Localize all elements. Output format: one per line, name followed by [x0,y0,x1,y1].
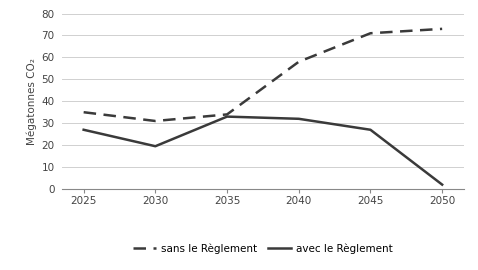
sans le Règlement [81,111,87,114]
avec le Règlement [368,128,373,131]
Legend: sans le Règlement, avec le Règlement: sans le Règlement, avec le Règlement [133,243,392,254]
sans le Règlement [439,27,445,31]
sans le Règlement [224,113,230,116]
Line: avec le Règlement: avec le Règlement [84,117,442,185]
Line: sans le Règlement: sans le Règlement [84,29,442,121]
sans le Règlement [368,32,373,35]
avec le Règlement [224,115,230,118]
sans le Règlement [296,60,302,63]
avec le Règlement [81,128,87,131]
sans le Règlement [152,119,158,123]
avec le Règlement [439,183,445,186]
avec le Règlement [296,117,302,120]
Y-axis label: Mégatonnes CO₂: Mégatonnes CO₂ [27,58,37,145]
avec le Règlement [152,145,158,148]
